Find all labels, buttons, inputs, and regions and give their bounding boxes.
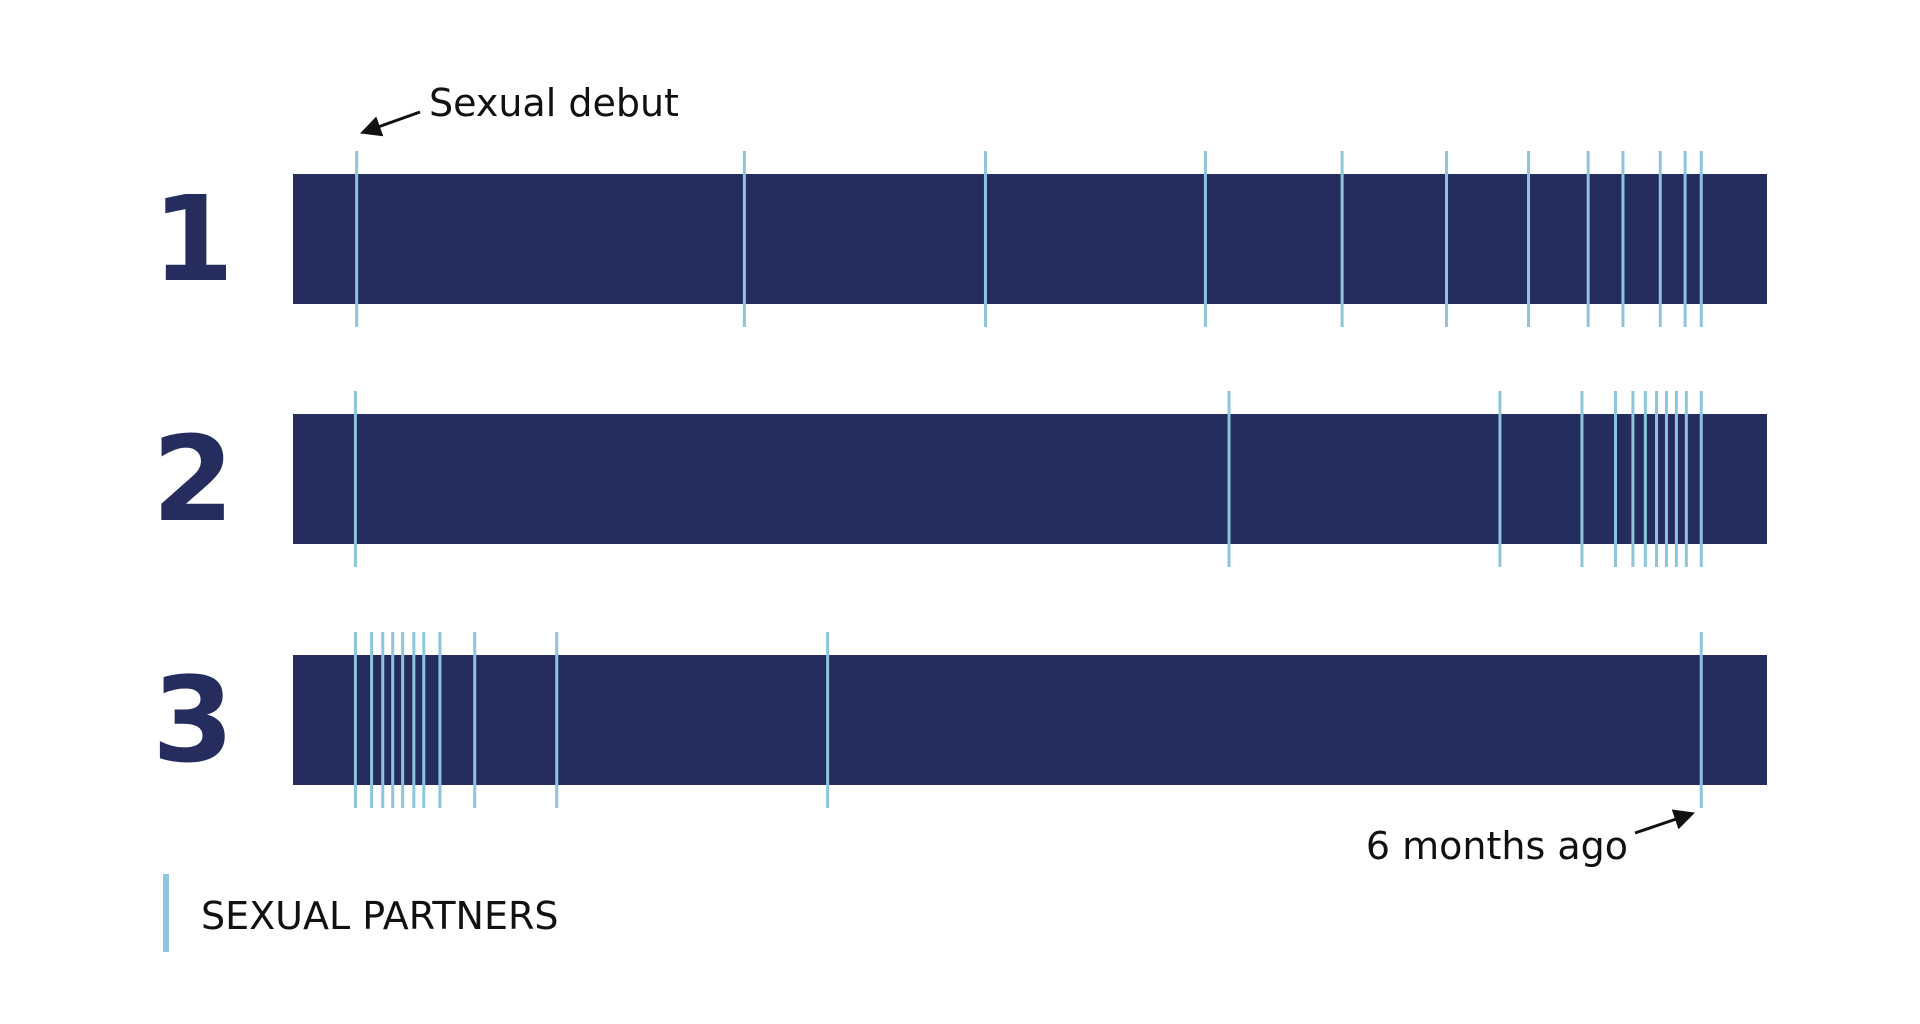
start-arrow bbox=[360, 110, 421, 137]
end-annotation: 6 months ago bbox=[1366, 824, 1628, 868]
row-number: 2 bbox=[152, 410, 234, 548]
start-annotation: Sexual debut bbox=[429, 81, 679, 125]
legend-label: SEXUAL PARTNERS bbox=[201, 894, 559, 938]
row-number: 3 bbox=[152, 651, 234, 789]
row-number: 1 bbox=[152, 170, 234, 308]
legend-swatch bbox=[163, 874, 169, 952]
timeline-bar bbox=[293, 174, 1767, 304]
timeline-bar bbox=[293, 414, 1767, 544]
end-arrow bbox=[1634, 809, 1695, 835]
timeline-bar bbox=[293, 655, 1767, 785]
